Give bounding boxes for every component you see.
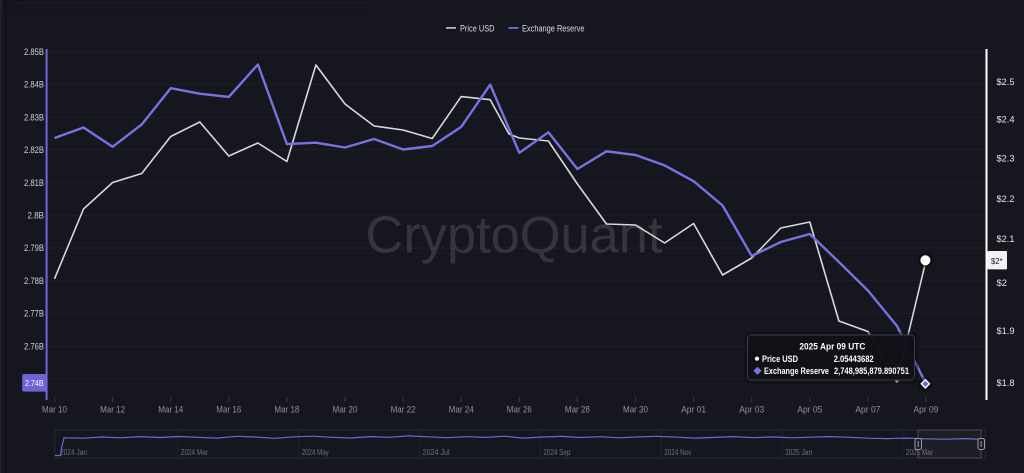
svg-text:2024 May: 2024 May	[302, 448, 329, 457]
svg-text:2,748,985,879.890751: 2,748,985,879.890751	[834, 366, 909, 376]
svg-text:Mar 14: Mar 14	[158, 405, 183, 416]
svg-text:Mar 30: Mar 30	[623, 405, 648, 416]
svg-text:2025 Mar: 2025 Mar	[906, 448, 933, 457]
svg-text:$2.2: $2.2	[997, 194, 1015, 204]
svg-text:Price USD: Price USD	[762, 354, 798, 364]
svg-text:Mar 16: Mar 16	[216, 405, 241, 416]
svg-text:Mar 26: Mar 26	[507, 405, 532, 416]
svg-text:2024 Nov: 2024 Nov	[664, 448, 691, 457]
svg-text:2024 Mar: 2024 Mar	[181, 448, 208, 457]
svg-text:$2.3: $2.3	[997, 154, 1015, 164]
svg-text:Mar 28: Mar 28	[565, 405, 590, 416]
svg-text:2.83B: 2.83B	[24, 112, 44, 122]
svg-text:$2.4: $2.4	[997, 115, 1015, 125]
svg-text:Apr 09: Apr 09	[914, 405, 939, 416]
svg-text:Mar 20: Mar 20	[333, 405, 358, 416]
svg-text:Mar 24: Mar 24	[449, 405, 474, 416]
svg-text:2024 Jan: 2024 Jan	[60, 448, 87, 457]
svg-text:2024 Sep: 2024 Sep	[543, 448, 570, 457]
svg-text:$2: $2	[997, 278, 1008, 288]
svg-text:Apr 01: Apr 01	[681, 405, 706, 416]
svg-text:Apr 05: Apr 05	[797, 405, 822, 416]
svg-text:$2*: $2*	[991, 256, 1003, 266]
svg-text:Price USD: Price USD	[460, 23, 495, 34]
svg-text:2.74B: 2.74B	[25, 378, 44, 388]
svg-text:2.85B: 2.85B	[24, 47, 44, 57]
svg-text:Mar 18: Mar 18	[274, 405, 299, 416]
svg-text:CryptoQuant: CryptoQuant	[366, 207, 664, 265]
svg-text:2.78B: 2.78B	[24, 276, 44, 286]
svg-text:Apr 07: Apr 07	[855, 405, 880, 416]
svg-text:Apr 03: Apr 03	[739, 405, 764, 416]
svg-text:2.76B: 2.76B	[24, 341, 44, 351]
svg-text:$2.1: $2.1	[997, 234, 1015, 244]
svg-text:2024 Jul: 2024 Jul	[423, 448, 450, 457]
svg-text:2.82B: 2.82B	[24, 145, 44, 155]
svg-text:$1.8: $1.8	[997, 378, 1015, 388]
svg-text:2025 Apr 09 UTC: 2025 Apr 09 UTC	[799, 342, 865, 353]
svg-text:$2.5: $2.5	[997, 77, 1015, 87]
svg-text:2.8B: 2.8B	[28, 211, 45, 221]
svg-text:2025 Jan: 2025 Jan	[785, 448, 812, 457]
svg-text:2.05443682: 2.05443682	[834, 354, 874, 364]
svg-text:Mar 12: Mar 12	[100, 405, 125, 416]
svg-text:Exchange Reserve: Exchange Reserve	[522, 23, 585, 34]
svg-text:2.79B: 2.79B	[24, 243, 44, 253]
svg-text:Mar 10: Mar 10	[42, 405, 67, 416]
svg-text:$1.9: $1.9	[997, 326, 1015, 336]
svg-text:Exchange Reserve: Exchange Reserve	[764, 366, 829, 376]
svg-text:Mar 22: Mar 22	[391, 405, 416, 416]
svg-text:2.81B: 2.81B	[24, 178, 44, 188]
svg-text:2.77B: 2.77B	[24, 309, 44, 319]
svg-text:2.84B: 2.84B	[24, 80, 44, 90]
